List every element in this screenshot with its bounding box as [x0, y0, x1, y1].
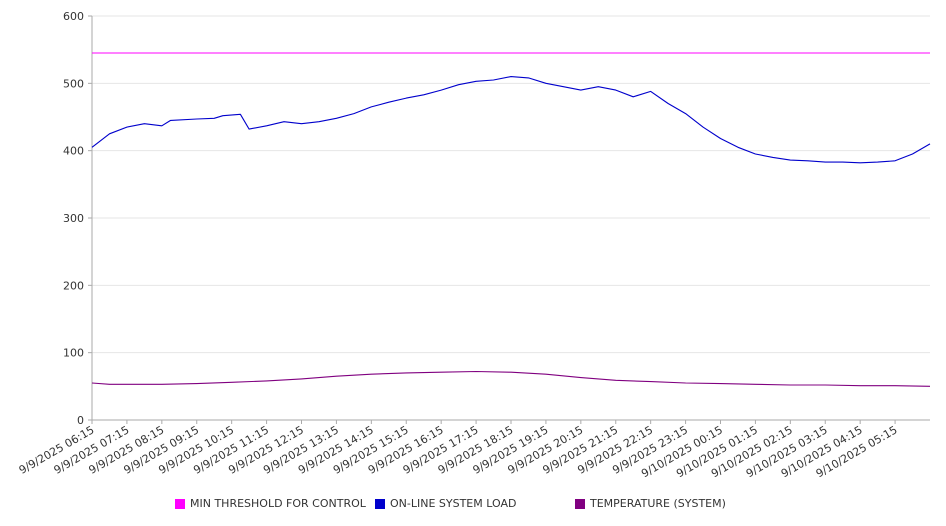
- series-line-system-load: [91, 76, 931, 164]
- legend-label-temperature: TEMPERATURE (SYSTEM): [590, 497, 726, 510]
- legend-item-system-load[interactable]: ON-LINE SYSTEM LOAD: [375, 497, 516, 510]
- y-tick-label: 200: [63, 279, 84, 292]
- series-line-temperature: [91, 370, 931, 387]
- legend-swatch-min-threshold: [175, 498, 185, 509]
- y-tick-label: 500: [63, 77, 84, 90]
- series-lines: [91, 52, 931, 387]
- legend-swatch-system-load: [375, 498, 385, 509]
- legend-label-system-load: ON-LINE SYSTEM LOAD: [390, 497, 517, 510]
- y-tick-label: 600: [63, 10, 84, 23]
- chart-legend: MIN THRESHOLD FOR CONTROL ON-LINE SYSTEM…: [0, 497, 946, 515]
- y-tick-label: 400: [63, 145, 84, 158]
- y-tick-label: 300: [63, 212, 84, 225]
- axes: [88, 15, 930, 424]
- grid-lines: [92, 15, 930, 354]
- y-tick-label: 100: [63, 347, 84, 360]
- y-tick-label: 0: [77, 414, 84, 427]
- legend-item-min-threshold[interactable]: MIN THRESHOLD FOR CONTROL: [175, 497, 366, 510]
- legend-swatch-temperature: [575, 498, 585, 509]
- legend-item-temperature[interactable]: TEMPERATURE (SYSTEM): [575, 497, 726, 510]
- legend-label-min-threshold: MIN THRESHOLD FOR CONTROL: [190, 497, 366, 510]
